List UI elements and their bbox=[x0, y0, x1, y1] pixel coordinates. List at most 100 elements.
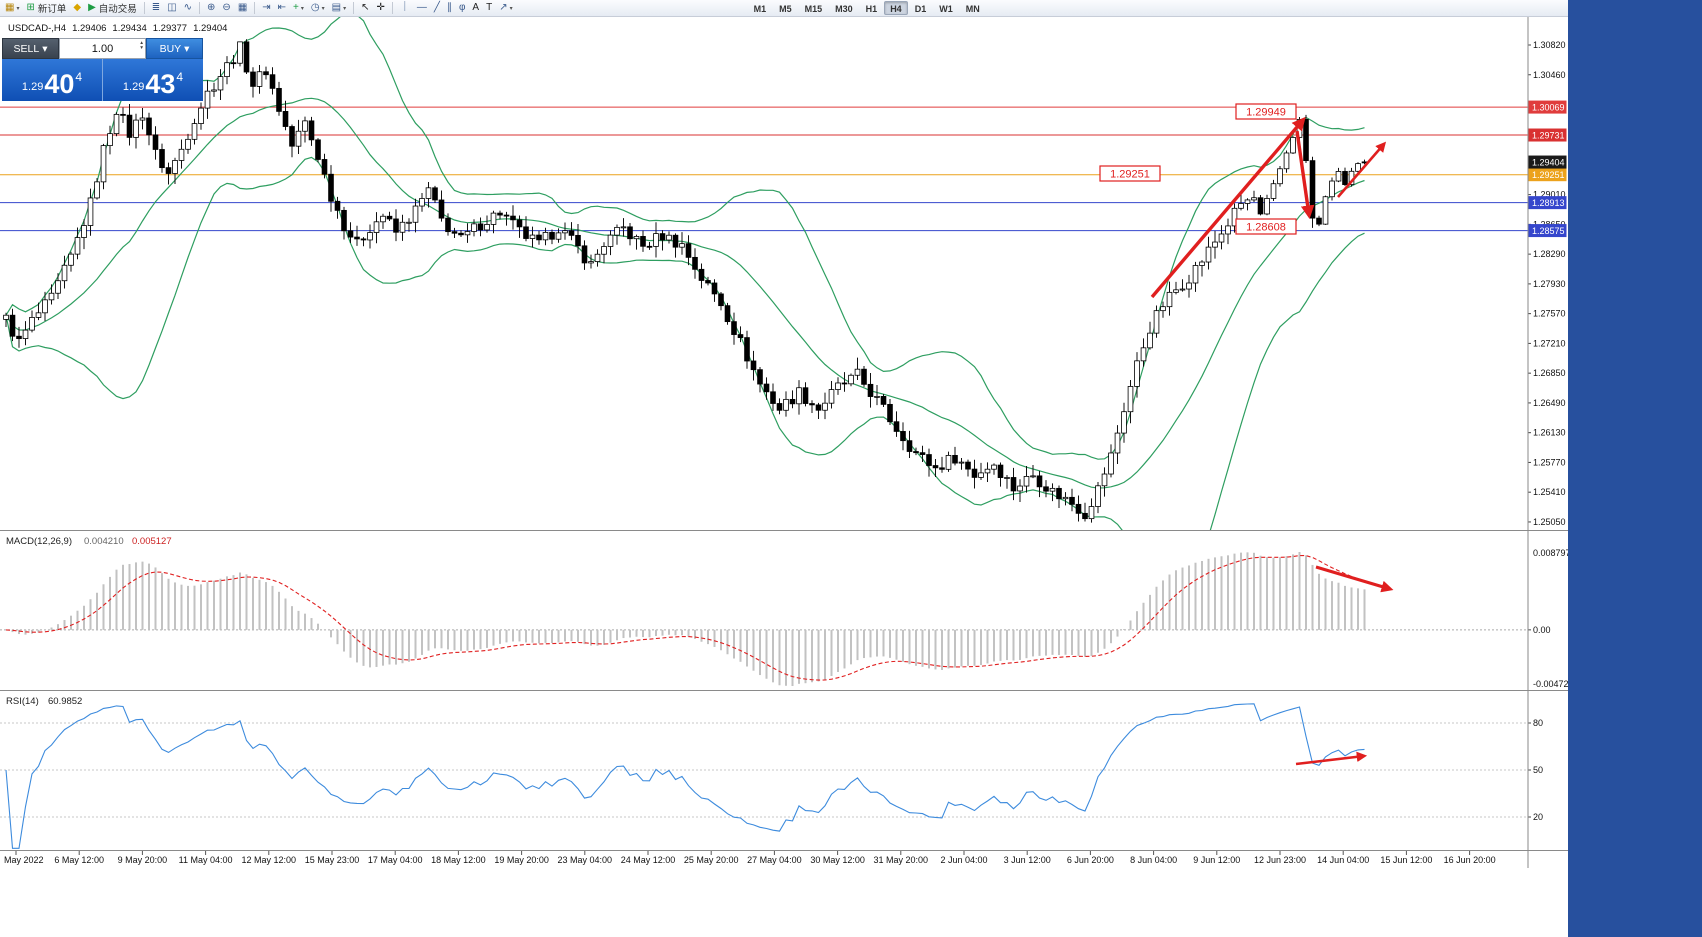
svg-text:8 Jun 04:00: 8 Jun 04:00 bbox=[1130, 855, 1177, 865]
one-click-trading-panel: SELL ▾ 1.00 ▴ ▾ BUY ▾ 1.29 40 4 bbox=[2, 38, 203, 101]
timeframe-m1-button[interactable]: M1 bbox=[753, 4, 767, 14]
timeframe-mn-button[interactable]: MN bbox=[965, 4, 980, 14]
periods-icon: ◷ bbox=[310, 2, 320, 13]
new-order-button[interactable]: ⊞ 新订单 bbox=[23, 1, 69, 16]
macd-pane[interactable] bbox=[0, 552, 1528, 686]
svg-text:1.27930: 1.27930 bbox=[1533, 279, 1566, 289]
bar-chart-button[interactable]: ≣ bbox=[149, 1, 163, 16]
chart-canvas[interactable]: 8050201.308201.304601.290101.286501.2829… bbox=[0, 0, 1568, 937]
svg-text:60.9852: 60.9852 bbox=[48, 696, 82, 707]
chart-shift-button[interactable]: ⇤ bbox=[275, 1, 289, 16]
svg-text:15 May 23:00: 15 May 23:00 bbox=[305, 855, 360, 865]
templates-button[interactable]: ▤ ▾ bbox=[329, 1, 349, 16]
trendline-button[interactable]: ╱ bbox=[431, 1, 443, 16]
lot-size-value: 1.00 bbox=[91, 42, 114, 55]
crosshair-button[interactable]: ✛ bbox=[374, 1, 388, 16]
lot-spin-down-icon[interactable]: ▾ bbox=[140, 45, 143, 51]
rsi-pane[interactable] bbox=[0, 703, 1528, 849]
zoom-in-button[interactable]: ⊕ bbox=[204, 1, 218, 16]
svg-text:MACD(12,26,9): MACD(12,26,9) bbox=[6, 536, 72, 547]
tile-windows-button[interactable]: ▦ bbox=[235, 1, 250, 16]
svg-text:17 May 04:00: 17 May 04:00 bbox=[368, 855, 423, 865]
svg-text:3 Jun 12:00: 3 Jun 12:00 bbox=[1004, 855, 1051, 865]
sell-button-label: SELL bbox=[13, 42, 40, 55]
timeframe-m5-button[interactable]: M5 bbox=[779, 4, 792, 14]
autotrading-icon: ▶ bbox=[88, 2, 96, 13]
buy-button[interactable]: BUY ▾ bbox=[146, 38, 203, 59]
svg-text:1.29251: 1.29251 bbox=[1532, 170, 1565, 180]
svg-text:1.29731: 1.29731 bbox=[1532, 131, 1565, 141]
cursor-button[interactable]: ↖ bbox=[358, 1, 372, 16]
crosshair-icon: ✛ bbox=[376, 2, 385, 13]
fibonacci-icon: φ bbox=[458, 2, 466, 13]
candlestick-chart-button[interactable]: ◫ bbox=[164, 1, 179, 16]
main-toolbar: ▦ ▾ ⊞ 新订单 ◆ ▶ 自动交易 ≣ ◫ ∿ ⊕ ⊖ ▦ ⇥ ⇤ + ▾ ◷ ▾ ▤ ▾ ↖ ✛ ｜ — ╱ ∥ φ A T ↗ ▾ M1 M… bbox=[0, 0, 1568, 17]
svg-text:9 May 20:00: 9 May 20:00 bbox=[118, 855, 168, 865]
fibonacci-button[interactable]: φ bbox=[456, 1, 468, 16]
sell-price-point: 4 bbox=[75, 70, 83, 84]
vertical-line-icon: ｜ bbox=[399, 2, 410, 13]
svg-text:1.30460: 1.30460 bbox=[1533, 70, 1566, 80]
toolbar-separator bbox=[353, 2, 355, 14]
buy-price-display[interactable]: 1.29 43 4 bbox=[103, 59, 203, 101]
lot-spin-up-icon[interactable]: ▴ bbox=[140, 40, 143, 46]
svg-text:18 May 12:00: 18 May 12:00 bbox=[431, 855, 486, 865]
svg-text:27 May 04:00: 27 May 04:00 bbox=[747, 855, 802, 865]
main-chart-pane[interactable] bbox=[0, 12, 1528, 586]
new-chart-button[interactable]: ▦ ▾ bbox=[2, 1, 22, 16]
buy-price-point: 4 bbox=[176, 70, 184, 84]
templates-icon: ▤ bbox=[331, 2, 342, 13]
periods-caret-icon: ▾ bbox=[321, 5, 325, 12]
svg-text:6 Jun 20:00: 6 Jun 20:00 bbox=[1067, 855, 1114, 865]
buy-caret-icon: ▾ bbox=[184, 42, 190, 55]
vertical-line-button[interactable]: ｜ bbox=[397, 1, 413, 16]
timeframe-h1-button[interactable]: H1 bbox=[865, 4, 878, 14]
zoom-out-button[interactable]: ⊖ bbox=[219, 1, 233, 16]
svg-text:1.26850: 1.26850 bbox=[1533, 368, 1566, 378]
analyst-annotations[interactable]: 1.29949 1.29251 1.28608 bbox=[1099, 103, 1394, 766]
indicators-button[interactable]: + ▾ bbox=[290, 1, 307, 16]
svg-text:9 Jun 12:00: 9 Jun 12:00 bbox=[1193, 855, 1240, 865]
svg-text:1.29251: 1.29251 bbox=[1110, 169, 1150, 181]
svg-text:50: 50 bbox=[1533, 765, 1543, 775]
text-label-button[interactable]: T bbox=[483, 1, 495, 16]
text-button[interactable]: A bbox=[469, 1, 482, 16]
svg-text:1.29404: 1.29404 bbox=[1532, 158, 1565, 168]
lot-size-input[interactable]: 1.00 ▴ ▾ bbox=[59, 38, 146, 59]
sell-button[interactable]: SELL ▾ bbox=[2, 38, 59, 59]
arrows-tool-caret-icon: ▾ bbox=[509, 5, 513, 12]
timeframe-m15-button[interactable]: M15 bbox=[804, 4, 823, 14]
periods-button[interactable]: ◷ ▾ bbox=[308, 1, 328, 16]
channel-button[interactable]: ∥ bbox=[444, 1, 455, 16]
svg-text:23 May 04:00: 23 May 04:00 bbox=[558, 855, 613, 865]
autotrading-button[interactable]: ▶ 自动交易 bbox=[85, 1, 140, 16]
zoom-in-icon: ⊕ bbox=[207, 2, 216, 13]
auto-scroll-icon: ⇥ bbox=[262, 2, 271, 13]
sell-caret-icon: ▾ bbox=[42, 42, 48, 55]
metaeditor-button[interactable]: ◆ bbox=[70, 1, 84, 16]
svg-text:0.008797: 0.008797 bbox=[1533, 548, 1568, 558]
toolbar-separator bbox=[199, 2, 201, 14]
line-chart-icon: ∿ bbox=[183, 2, 193, 13]
svg-text:1.25770: 1.25770 bbox=[1533, 457, 1566, 467]
timeframe-w1-button[interactable]: W1 bbox=[939, 4, 953, 14]
sell-price-prefix: 1.29 bbox=[21, 81, 44, 93]
horizontal-line-button[interactable]: — bbox=[414, 1, 430, 16]
svg-text:19 May 20:00: 19 May 20:00 bbox=[494, 855, 549, 865]
line-chart-button[interactable]: ∿ bbox=[181, 1, 195, 16]
arrows-tool-button[interactable]: ↗ ▾ bbox=[496, 1, 515, 16]
lot-spinner: ▴ ▾ bbox=[140, 40, 143, 51]
auto-scroll-button[interactable]: ⇥ bbox=[259, 1, 273, 16]
timeframe-m30-button[interactable]: M30 bbox=[835, 4, 853, 14]
price-axis[interactable]: 8050201.308201.304601.290101.286501.2829… bbox=[1528, 40, 1568, 822]
sell-price-display[interactable]: 1.29 40 4 bbox=[2, 59, 103, 101]
time-axis[interactable]: May 2022 6 May 12:00 9 May 20:00 11 May 04:… bbox=[4, 851, 1496, 865]
toolbar-separator bbox=[254, 2, 256, 14]
timeframe-d1-button[interactable]: D1 bbox=[914, 4, 927, 14]
templates-caret-icon: ▾ bbox=[343, 5, 347, 12]
svg-text:May 2022: May 2022 bbox=[4, 855, 44, 865]
arrows-tool-icon: ↗ bbox=[499, 2, 508, 13]
timeframe-h4-button[interactable]: H4 bbox=[884, 1, 908, 15]
svg-text:1.25410: 1.25410 bbox=[1533, 487, 1566, 497]
